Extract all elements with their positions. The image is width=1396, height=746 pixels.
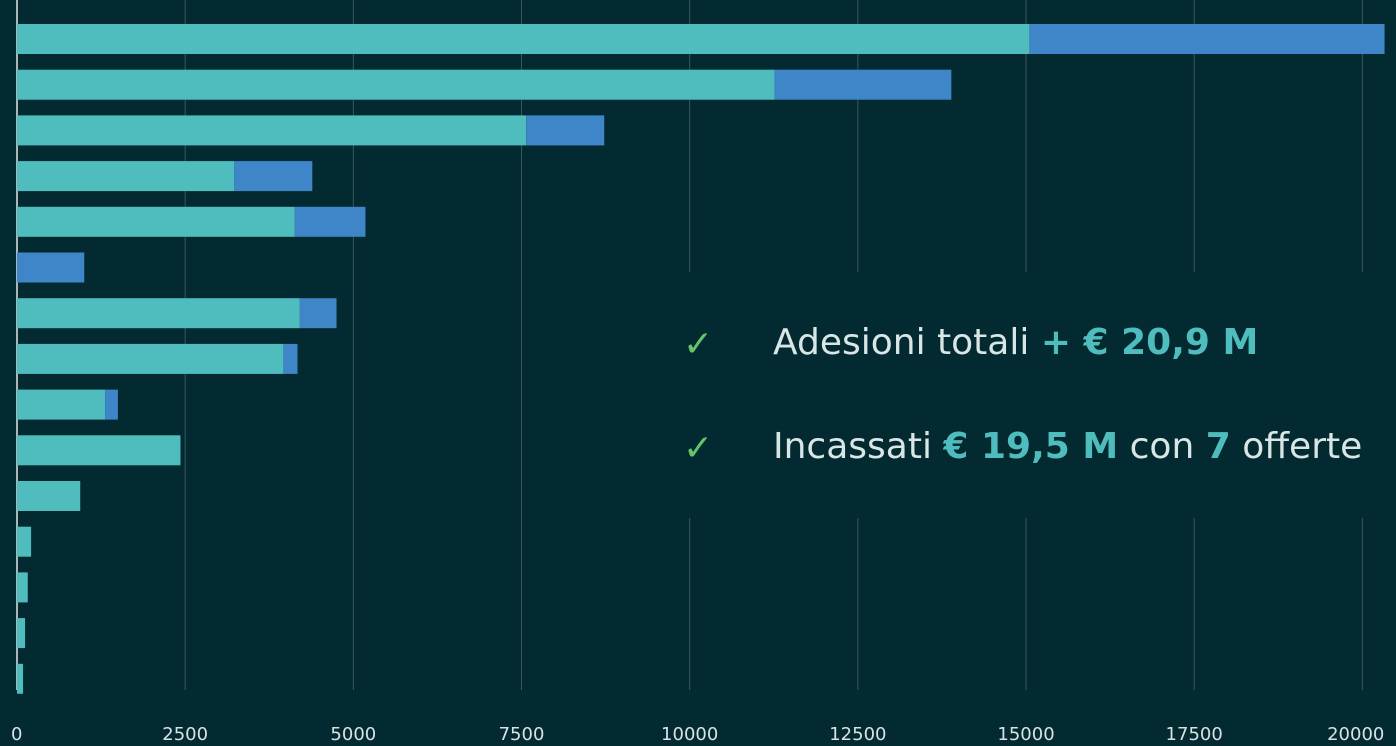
bar-segment	[17, 161, 235, 192]
bar-segment	[17, 343, 284, 374]
bar-segment	[283, 343, 298, 374]
annotation-part: Incassati	[773, 426, 943, 467]
annotation-text: Adesioni totali + € 20,9 M	[773, 322, 1258, 363]
annotation-part: offerte	[1231, 426, 1362, 467]
bars	[17, 24, 1385, 694]
bar-segment	[105, 389, 118, 420]
annotation-panel	[668, 272, 1396, 518]
bar-segment	[526, 115, 605, 146]
bar-segment	[17, 24, 1030, 54]
bar-segment	[17, 69, 775, 100]
bar-segment	[17, 663, 24, 694]
bar-segment	[17, 298, 300, 329]
annotation-part: con	[1118, 426, 1206, 467]
annotation-text: Incassati € 19,5 M con 7 offerte	[773, 426, 1362, 467]
x-tick-label: 2500	[162, 724, 208, 745]
bar-segment	[17, 572, 28, 603]
check-mark: ✓	[683, 324, 713, 365]
annotation-part: 7	[1206, 426, 1231, 467]
x-tick-label: 12500	[829, 724, 886, 745]
check-mark: ✓	[683, 428, 713, 469]
bar-segment	[17, 435, 181, 466]
x-tick-label: 5000	[330, 724, 376, 745]
bar-segment	[17, 389, 106, 420]
bar-segment	[294, 206, 366, 237]
annotation-part: + € 20,9 M	[1041, 322, 1258, 363]
bar-segment	[17, 481, 81, 511]
bar-segment	[17, 206, 295, 237]
annotations: ✓ Adesioni totali + € 20,9 M ✓ Incassati € …	[668, 272, 1396, 518]
bar-segment	[774, 69, 952, 100]
bar-segment	[299, 298, 337, 329]
x-tick-label: 17500	[1166, 724, 1223, 745]
bar-segment	[17, 115, 527, 146]
bar-segment	[17, 252, 85, 283]
x-tick-label: 15000	[997, 724, 1054, 745]
annotation-part: Adesioni totali	[773, 322, 1041, 363]
x-tick-label: 7500	[499, 724, 545, 745]
bar-segment	[1029, 24, 1385, 54]
bar-segment	[17, 618, 26, 649]
x-tick-label: 0	[11, 724, 22, 745]
x-axis: 0 2500 5000 7500 10000 12500 15000 17500 20000	[11, 724, 1384, 745]
bar-segment	[17, 526, 32, 557]
bar-segment	[234, 161, 313, 192]
x-tick-label: 10000	[661, 724, 718, 745]
annotation-part: € 19,5 M	[942, 426, 1118, 467]
x-tick-label: 20000	[1327, 724, 1384, 745]
